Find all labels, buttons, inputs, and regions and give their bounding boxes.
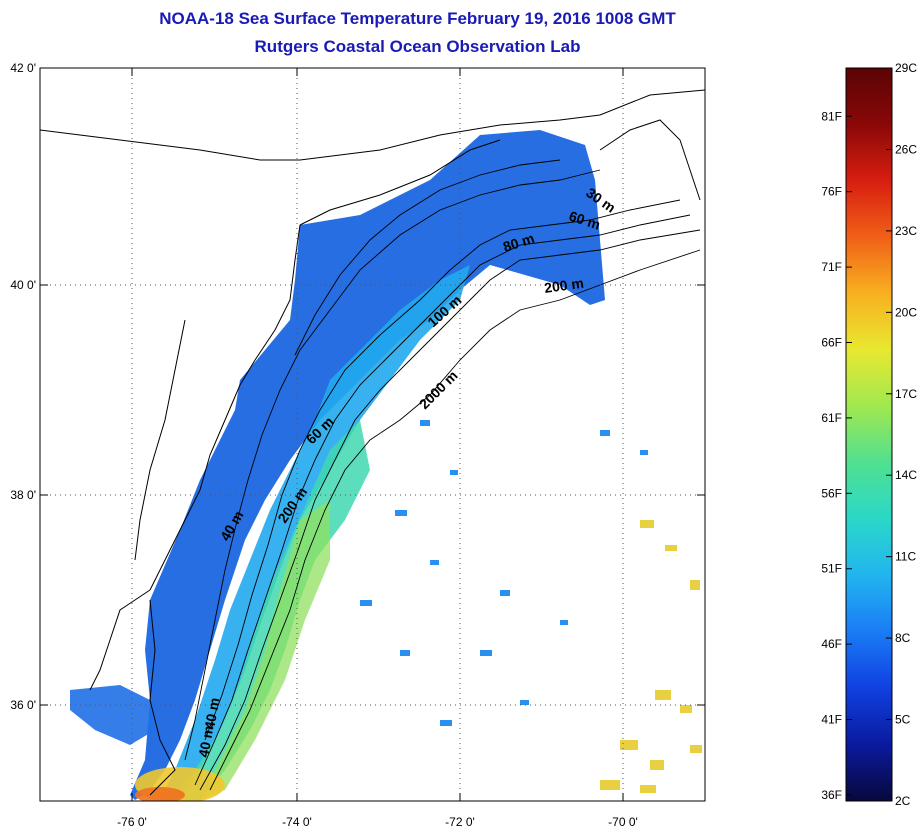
contour-label-40m-tip: 40 m (195, 724, 216, 758)
colorbar-fahrenheit-label: 81F (821, 109, 842, 123)
map-frame (39, 67, 706, 802)
lon-label-70: -70 0' (608, 815, 638, 829)
colorbar-fahrenheit-label: 41F (821, 713, 842, 727)
colorbar-celsius-label: 11C (895, 550, 916, 564)
sst-imagery (70, 130, 702, 801)
colorbar-celsius-label: 14C (895, 468, 917, 482)
sst-speckles (600, 520, 702, 793)
sst-shelf-mid (160, 265, 470, 800)
coastline-capecod (599, 119, 701, 201)
contour-label-40m-south: 40 m (201, 696, 222, 730)
colorbar (845, 67, 893, 802)
contour-200m (199, 229, 701, 791)
coastline (40, 89, 705, 796)
map-subtitle: Rutgers Coastal Ocean Observation Lab (254, 37, 581, 56)
lat-label-38: 38 0' (10, 488, 36, 502)
colorbar-fahrenheit-label: 66F (821, 335, 842, 349)
contour-60m (204, 199, 681, 741)
colorbar-labels: 29C 26C 23C 20C 17C 14C 11C 8C 5C 2C 81F 76F 71F 66F 6… (821, 61, 917, 808)
colorbar-celsius-label: 29C (895, 61, 917, 75)
lon-label-72: -72 0' (445, 815, 475, 829)
lat-label-36: 36 0' (10, 698, 36, 712)
sst-hotspot (135, 787, 185, 801)
lon-label-74: -74 0' (282, 815, 312, 829)
colorbar-fahrenheit-label: 36F (821, 788, 842, 802)
coastline-delmarva (149, 384, 241, 591)
colorbar-celsius-label: 5C (895, 713, 911, 727)
colorbar-fahrenheit-label: 56F (821, 486, 842, 500)
colorbar-fahrenheit-label: 71F (821, 260, 842, 274)
sst-speckles-cool (360, 420, 648, 726)
map-title: NOAA-18 Sea Surface Temperature February… (159, 9, 676, 28)
contour-30m (294, 159, 561, 356)
bathymetry-contours (184, 159, 701, 791)
contour-100m (194, 214, 691, 786)
colorbar-celsius-label: 8C (895, 631, 911, 645)
graticule (40, 68, 705, 801)
colorbar-celsius-label: 26C (895, 142, 917, 156)
colorbar-celsius-label: 2C (895, 794, 911, 808)
lat-label-40: 40 0' (10, 278, 36, 292)
coastline-chesapeake (89, 589, 151, 691)
contour-2000m (209, 249, 701, 791)
sst-sound (70, 685, 155, 745)
colorbar-celsius-label: 20C (895, 305, 917, 319)
lon-label-76: -76 0' (117, 815, 147, 829)
contour-label-2000m: 2000 m (416, 367, 461, 412)
coastline-main (40, 89, 705, 161)
colorbar-fahrenheit-label: 51F (821, 562, 842, 576)
sst-slope-green (200, 500, 330, 800)
coastline-longisland (299, 139, 501, 226)
colorbar-fahrenheit-label: 61F (821, 411, 842, 425)
colorbar-fahrenheit-label: 76F (821, 185, 842, 199)
colorbar-celsius-label: 23C (895, 224, 917, 238)
coastline-bay-inner (134, 319, 186, 561)
coastline-nc (149, 599, 176, 796)
contour-label-200m-north: 200 m (543, 275, 585, 296)
coastline-nj (239, 224, 301, 386)
contour-40m (184, 169, 601, 761)
tick-marks (40, 67, 705, 801)
colorbar-fahrenheit-label: 46F (821, 637, 842, 651)
lat-label-42: 42 0' (10, 61, 36, 75)
colorbar-celsius-label: 17C (895, 387, 917, 401)
